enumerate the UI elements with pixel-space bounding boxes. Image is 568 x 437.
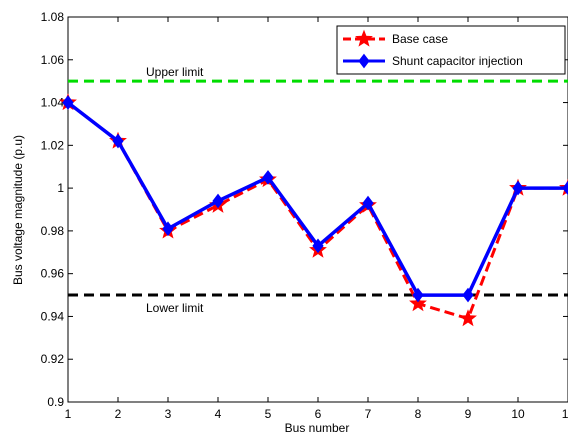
x-tick-label: 6: [315, 407, 322, 421]
base-case-marker: [409, 294, 427, 312]
y-tick-label: 1.02: [41, 138, 65, 152]
x-tick-label: 1: [65, 407, 72, 421]
shunt-capacitor-injection-marker: [212, 193, 224, 209]
y-axis-label: Bus voltage magnitude (p.u): [11, 135, 25, 285]
x-tick-label: 4: [215, 407, 222, 421]
x-tick-label: 7: [365, 407, 372, 421]
base-case-marker: [459, 309, 477, 327]
y-tick-label: 0.92: [41, 352, 65, 366]
legend-base-case-label: Base case: [392, 32, 448, 46]
y-tick-label: 1.04: [41, 96, 65, 110]
legend-shunt-capacitor-injection-marker: [358, 53, 370, 69]
shunt-capacitor-injection-marker: [262, 170, 274, 185]
shunt-capacitor-injection-marker: [362, 195, 374, 211]
lower-limit-label: Lower limit: [146, 301, 204, 315]
legend-shunt-capacitor-injection-label: Shunt capacitor injection: [392, 54, 523, 68]
x-tick-label: 11: [562, 407, 568, 421]
shunt-capacitor-injection-marker: [162, 221, 174, 237]
plot-area: 0.9 0.92 0.94 0.96 0.98 1 1.02 1.04 1.06 1.08 1 2 3 4…: [41, 10, 568, 421]
shunt-capacitor-injection-marker: [562, 180, 568, 196]
x-tick-label: 10: [511, 407, 525, 421]
legend-box: [336, 25, 566, 75]
y-tick-label: 0.9: [47, 395, 64, 409]
x-axis-label: Bus number: [285, 421, 350, 435]
y-tick-label: 0.96: [41, 267, 65, 281]
x-tick-label: 3: [165, 407, 172, 421]
y-tick-label: 0.94: [41, 309, 65, 323]
y-tick-label: 1.06: [41, 53, 65, 67]
shunt-capacitor-injection-marker: [412, 287, 424, 303]
legend-base-case-marker: [355, 29, 373, 47]
x-tick-label: 8: [415, 407, 422, 421]
shunt-capacitor-injection-marker: [62, 95, 74, 110]
shunt-capacitor-injection-marker: [312, 238, 324, 254]
y-tick-label: 1.08: [41, 10, 65, 24]
x-tick-label: 9: [465, 407, 472, 421]
y-tick-label: 1: [57, 181, 64, 195]
shunt-capacitor-injection-marker: [112, 133, 124, 149]
shunt-capacitor-injection-marker: [512, 180, 524, 196]
x-tick-label: 2: [115, 407, 122, 421]
upper-limit-label: Upper limit: [146, 65, 204, 79]
shunt-capacitor-injection-marker: [462, 287, 474, 303]
x-tick-label: 5: [265, 407, 272, 421]
y-tick-label: 0.98: [41, 224, 65, 238]
